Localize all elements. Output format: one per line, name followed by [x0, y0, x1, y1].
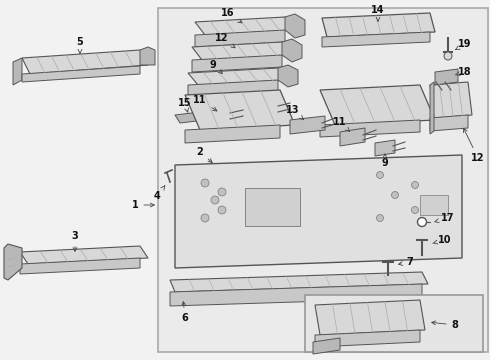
Polygon shape [175, 112, 205, 123]
Polygon shape [185, 125, 280, 143]
Text: 7: 7 [399, 257, 414, 267]
Bar [245, 188, 300, 226]
Polygon shape [278, 65, 298, 87]
Circle shape [201, 214, 209, 222]
Text: 8: 8 [432, 320, 459, 330]
Polygon shape [13, 58, 22, 85]
Text: 13: 13 [286, 105, 304, 120]
Polygon shape [170, 284, 422, 306]
Circle shape [376, 171, 384, 179]
Text: 17: 17 [435, 213, 455, 223]
Bar [420, 195, 448, 215]
Text: 19: 19 [455, 39, 472, 50]
Text: 1: 1 [132, 200, 154, 210]
Polygon shape [185, 90, 295, 130]
Polygon shape [192, 55, 282, 72]
Text: 12: 12 [464, 128, 485, 163]
Polygon shape [188, 68, 288, 85]
Polygon shape [322, 32, 430, 47]
Polygon shape [322, 13, 435, 37]
Polygon shape [4, 244, 22, 280]
Polygon shape [315, 300, 425, 335]
Circle shape [211, 196, 219, 204]
Text: 3: 3 [72, 231, 78, 251]
Text: 2: 2 [196, 147, 212, 163]
Polygon shape [430, 82, 434, 134]
Polygon shape [195, 17, 295, 35]
Text: 11: 11 [333, 117, 350, 132]
Polygon shape [170, 272, 428, 292]
Text: 9: 9 [210, 60, 222, 73]
Polygon shape [320, 120, 420, 137]
Circle shape [392, 192, 398, 198]
Polygon shape [315, 330, 420, 347]
Polygon shape [175, 155, 462, 268]
Polygon shape [282, 39, 302, 62]
Polygon shape [290, 116, 325, 134]
Polygon shape [260, 100, 280, 116]
Polygon shape [195, 30, 285, 47]
Polygon shape [20, 258, 140, 274]
Polygon shape [430, 82, 472, 118]
Polygon shape [285, 14, 305, 38]
Text: 9: 9 [382, 154, 389, 168]
Circle shape [218, 206, 226, 214]
Polygon shape [188, 80, 278, 97]
Circle shape [201, 179, 209, 187]
Text: 6: 6 [182, 302, 188, 323]
Polygon shape [435, 69, 458, 85]
Text: 12: 12 [215, 33, 235, 48]
Polygon shape [210, 107, 232, 123]
Text: 10: 10 [433, 235, 452, 245]
Circle shape [412, 207, 418, 213]
Polygon shape [340, 128, 365, 146]
Text: 14: 14 [371, 5, 385, 21]
Circle shape [444, 52, 452, 60]
Text: 11: 11 [193, 95, 217, 111]
Text: 15: 15 [178, 98, 192, 112]
Polygon shape [22, 50, 148, 74]
Polygon shape [313, 338, 340, 354]
Bar [158, 8, 488, 352]
Polygon shape [320, 85, 435, 125]
Polygon shape [192, 42, 292, 60]
Polygon shape [375, 140, 395, 156]
Circle shape [412, 181, 418, 189]
Polygon shape [140, 47, 155, 65]
Text: 16: 16 [221, 8, 242, 23]
Text: 18: 18 [455, 67, 472, 77]
Text: 4: 4 [154, 186, 165, 201]
Polygon shape [22, 66, 140, 82]
Circle shape [417, 217, 426, 226]
Circle shape [376, 215, 384, 221]
Polygon shape [20, 246, 148, 264]
Circle shape [218, 188, 226, 196]
Bar [305, 295, 483, 352]
Polygon shape [430, 115, 468, 131]
Text: 5: 5 [76, 37, 83, 53]
